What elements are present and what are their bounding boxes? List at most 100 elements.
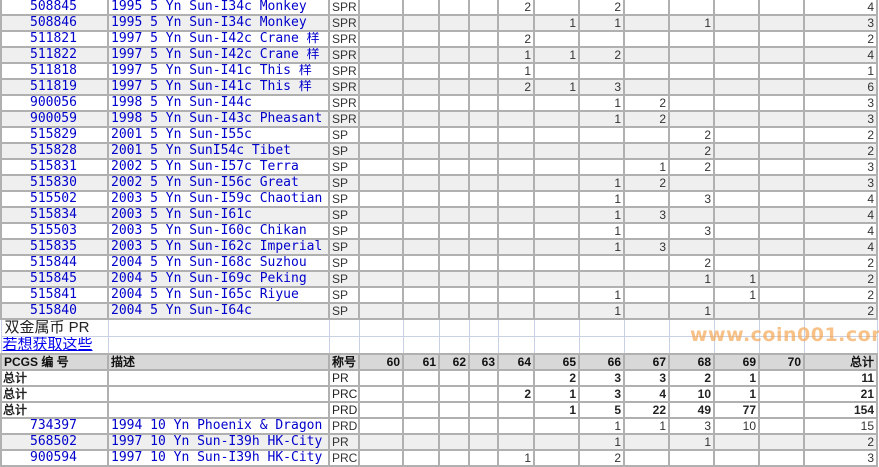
count-cell-62 bbox=[438, 302, 470, 320]
empty-cell bbox=[107, 369, 330, 387]
pcgs-id-link[interactable]: 900594 bbox=[0, 449, 109, 467]
pcgs-id-link[interactable]: 515831 bbox=[0, 158, 109, 176]
description-link[interactable]: 1997 5 Yn Sun-I42c Crane 样 bbox=[107, 46, 330, 64]
count-cell-66: 1 bbox=[578, 110, 625, 128]
pcgs-id-link[interactable]: 511821 bbox=[0, 30, 109, 48]
description-link[interactable]: 1995 5 Yn Sun-I34c Monkey bbox=[107, 0, 330, 16]
empty-cell bbox=[107, 385, 330, 403]
pcgs-id-link[interactable]: 568502 bbox=[0, 433, 109, 451]
count-cell-65 bbox=[533, 206, 580, 224]
table-row: 515841 2004 5 Yn Sun-I65c Riyue SP 1 1 2 bbox=[0, 286, 878, 304]
description-link[interactable]: 1997 5 Yn Sun-I42c Crane 样 bbox=[107, 30, 330, 48]
pcgs-id-link[interactable]: 515844 bbox=[0, 254, 109, 272]
count-cell-62 bbox=[438, 433, 470, 451]
count-cell-64 bbox=[497, 94, 535, 112]
count-cell-64 bbox=[497, 254, 535, 272]
empty-cell bbox=[497, 318, 535, 337]
grade-cell: SP bbox=[328, 222, 360, 240]
count-cell-68: 3 bbox=[668, 190, 715, 208]
description-link[interactable]: 1994 10 Yn Phoenix & Dragon bbox=[107, 417, 330, 435]
description-link[interactable]: 2004 5 Yn Sun-I69c Peking bbox=[107, 270, 330, 288]
count-cell-63 bbox=[468, 270, 499, 288]
pcgs-id-link[interactable]: 515845 bbox=[0, 270, 109, 288]
count-cell-69: 10 bbox=[713, 417, 760, 435]
count-cell-67 bbox=[623, 126, 670, 144]
description-link[interactable]: 1997 10 Yn Sun-I39h HK-City bbox=[107, 449, 330, 467]
description-link[interactable]: 1998 5 Yn Sun-I44c bbox=[107, 94, 330, 112]
description-link[interactable]: 2002 5 Yn Sun-I56c Great bbox=[107, 174, 330, 192]
count-cell-63 bbox=[468, 14, 499, 32]
empty-cell bbox=[107, 336, 330, 355]
summary-label: 总计 bbox=[0, 385, 109, 403]
pcgs-id-link[interactable]: 900059 bbox=[0, 110, 109, 128]
description-link[interactable]: 2004 5 Yn Sun-I64c bbox=[107, 302, 330, 320]
pcgs-id-link[interactable]: 515841 bbox=[0, 286, 109, 304]
description-link[interactable]: 1997 5 Yn Sun-I41c This 样 bbox=[107, 78, 330, 96]
count-cell-70 bbox=[758, 270, 805, 288]
description-link[interactable]: 2001 5 Yn Sun-I55c bbox=[107, 126, 330, 144]
pcgs-id-link[interactable]: 734397 bbox=[0, 417, 109, 435]
count-cell-64 bbox=[497, 433, 535, 451]
description-link[interactable]: 2003 5 Yn Sun-I60c Chikan bbox=[107, 222, 330, 240]
description-link[interactable]: 2003 5 Yn Sun-I59c Chaotian bbox=[107, 190, 330, 208]
count-cell-70 bbox=[758, 30, 805, 48]
pcgs-id-link[interactable]: 515840 bbox=[0, 302, 109, 320]
description-link[interactable]: 1995 5 Yn Sun-I34c Monkey bbox=[107, 14, 330, 32]
count-cell-65 bbox=[533, 62, 580, 80]
count-cell-69 bbox=[713, 126, 760, 144]
pcgs-id-link[interactable]: 515830 bbox=[0, 174, 109, 192]
count-cell-67 bbox=[623, 78, 670, 96]
pcgs-id-link[interactable]: 508845 bbox=[0, 0, 109, 16]
total-cell: 4 bbox=[803, 190, 878, 208]
count-cell-63 bbox=[468, 449, 499, 467]
pcgs-id-link[interactable]: 515829 bbox=[0, 126, 109, 144]
header-grade-68: 68 bbox=[668, 353, 715, 371]
description-link[interactable]: 2003 5 Yn Sun-I61c bbox=[107, 206, 330, 224]
grade-cell: SPR bbox=[328, 46, 360, 64]
pcgs-id-link[interactable]: 515835 bbox=[0, 238, 109, 256]
pcgs-id-link[interactable]: 511818 bbox=[0, 62, 109, 80]
summary-row: 总计 PRD 1 5 22 49 77 154 bbox=[0, 401, 878, 419]
description-link[interactable]: 1997 10 Yn Sun-I39h HK-City bbox=[107, 433, 330, 451]
description-link[interactable]: 2002 5 Yn Sun-I57c Terra bbox=[107, 158, 330, 176]
count-cell-69 bbox=[713, 174, 760, 192]
grade-cell: SP bbox=[328, 158, 360, 176]
count-cell-60 bbox=[358, 110, 404, 128]
count-cell-68: 2 bbox=[668, 126, 715, 144]
count-cell-70 bbox=[758, 433, 805, 451]
empty-cell bbox=[497, 336, 535, 355]
count-cell-63 bbox=[468, 46, 499, 64]
table-row: 511822 1997 5 Yn Sun-I42c Crane 样 SPR 1 1 2 4 bbox=[0, 46, 878, 64]
count-cell-65 bbox=[533, 142, 580, 160]
pcgs-id-link[interactable]: 515502 bbox=[0, 190, 109, 208]
total-cell: 6 bbox=[803, 78, 878, 96]
pcgs-id-link[interactable]: 515834 bbox=[0, 206, 109, 224]
pcgs-id-link[interactable]: 900056 bbox=[0, 94, 109, 112]
get-these-link[interactable]: 若想获取这些 bbox=[2, 336, 93, 353]
description-link[interactable]: 2003 5 Yn Sun-I62c Imperial bbox=[107, 238, 330, 256]
count-cell-68 bbox=[668, 238, 715, 256]
count-cell-66 bbox=[578, 30, 625, 48]
grade-cell: PRC bbox=[328, 449, 360, 467]
count-cell-65: 2 bbox=[533, 369, 580, 387]
pcgs-id-link[interactable]: 508846 bbox=[0, 14, 109, 32]
pcgs-id-link[interactable]: 511822 bbox=[0, 46, 109, 64]
empty-cell bbox=[107, 401, 330, 419]
description-link[interactable]: 2004 5 Yn Sun-I68c Suzhou bbox=[107, 254, 330, 272]
count-cell-62 bbox=[438, 238, 470, 256]
description-link[interactable]: 2001 5 Yn SunI54c Tibet bbox=[107, 142, 330, 160]
description-link[interactable]: 1998 5 Yn Sun-I43c Pheasant bbox=[107, 110, 330, 128]
total-cell: 3 bbox=[803, 14, 878, 32]
count-cell-66: 2 bbox=[578, 46, 625, 64]
pcgs-id-link[interactable]: 515503 bbox=[0, 222, 109, 240]
count-cell-68 bbox=[668, 286, 715, 304]
empty-cell bbox=[758, 336, 805, 355]
pcgs-id-link[interactable]: 515828 bbox=[0, 142, 109, 160]
total-cell: 3 bbox=[803, 449, 878, 467]
count-cell-64 bbox=[497, 222, 535, 240]
description-link[interactable]: 2004 5 Yn Sun-I65c Riyue bbox=[107, 286, 330, 304]
count-cell-62 bbox=[438, 417, 470, 435]
description-link[interactable]: 1997 5 Yn Sun-I41c This 样 bbox=[107, 62, 330, 80]
count-cell-70 bbox=[758, 94, 805, 112]
pcgs-id-link[interactable]: 511819 bbox=[0, 78, 109, 96]
